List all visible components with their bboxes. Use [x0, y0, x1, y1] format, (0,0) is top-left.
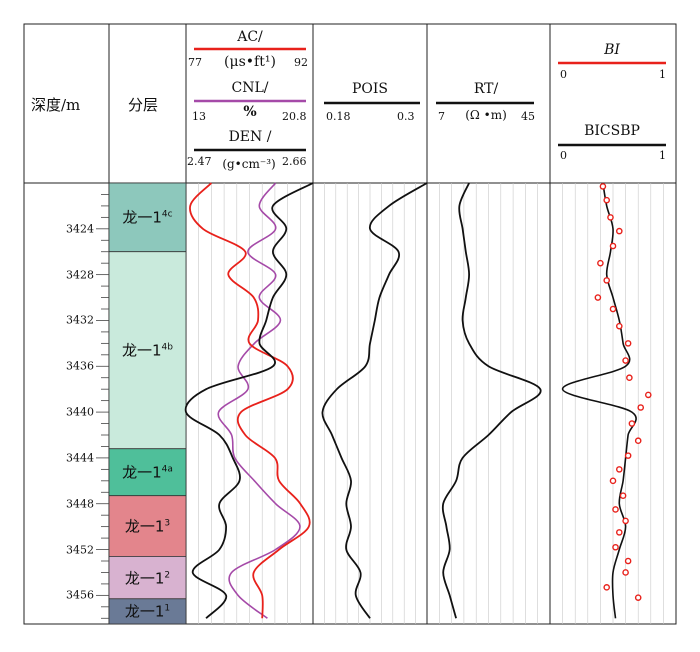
bi-point [594, 294, 602, 301]
den-name: DEN / [228, 129, 272, 145]
bicsbp-name: BICSBP [584, 123, 640, 139]
den-max: 2.66 [282, 155, 307, 168]
depth-tick-label: 3448 [66, 497, 94, 511]
rt-min: 7 [438, 110, 445, 123]
zone-header: 分层 [128, 96, 159, 114]
bi-point [609, 305, 617, 313]
depth-tick-label: 3428 [66, 268, 94, 282]
zone-band-2 [108, 556, 187, 600]
bi-point [616, 466, 623, 473]
depth-tick-label: 3424 [66, 222, 94, 236]
bi-point [616, 322, 623, 330]
zone-band-4b [108, 251, 187, 450]
bi-point [609, 477, 617, 485]
bi-point [622, 517, 629, 525]
bi-point [603, 196, 611, 204]
zone-label-1: 龙一11 [124, 602, 171, 621]
zone-label-3: 龙一13 [124, 517, 171, 536]
zone-band-3 [108, 495, 187, 557]
den-curve [184, 182, 314, 619]
depth-tick-label: 3432 [66, 313, 94, 327]
depth-tick-label: 3440 [66, 405, 94, 419]
pois-max: 0.3 [397, 110, 415, 123]
bicsbp-max: 1 [659, 149, 666, 162]
rt-name: RT/ [473, 81, 499, 97]
bi-point [634, 594, 642, 601]
depth-header: 深度/m [31, 96, 81, 114]
bi-point [624, 452, 632, 459]
cnl-name: CNL/ [231, 80, 269, 96]
pois-curve [321, 182, 428, 619]
bi-point [599, 183, 607, 190]
cnl-min: 13 [192, 110, 206, 123]
rt-unit: (Ω •m) [465, 108, 507, 122]
zone-label-4c: 龙一14c [122, 208, 173, 227]
depth-tick-label: 3456 [66, 588, 94, 602]
bi-point [622, 357, 629, 364]
cnl-curve [217, 182, 301, 619]
depth-tick-label: 3436 [66, 359, 94, 373]
bicsbp-curve [561, 182, 637, 619]
ac-unit: (μs•ft¹) [224, 54, 276, 70]
zone-band-1 [108, 598, 187, 625]
bi-point [624, 340, 632, 347]
bi-point [603, 277, 611, 284]
bi-point [612, 506, 619, 513]
bi-min: 0 [560, 68, 567, 81]
ac-min: 77 [188, 56, 202, 69]
cnl-max: 20.8 [282, 110, 307, 123]
bi-point [622, 569, 629, 576]
bi-point [619, 492, 627, 500]
bi-name: BI [604, 42, 620, 58]
bi-point [634, 437, 642, 445]
bi-point [597, 259, 604, 267]
zone-label-4a: 龙一14a [122, 463, 173, 482]
pois-name: POIS [351, 81, 389, 97]
zone-label-2: 龙一12 [124, 569, 171, 588]
frame [23, 23, 677, 625]
bi-point [603, 584, 611, 591]
depth-tick-label: 3452 [66, 543, 94, 557]
bi-point [612, 543, 619, 551]
bi-point [616, 529, 623, 536]
bi-point [637, 404, 645, 411]
ac-name: AC/ [237, 29, 263, 45]
bi-max: 1 [659, 68, 666, 81]
bi-point [624, 557, 632, 565]
bi-point [644, 391, 652, 399]
bi-point [616, 227, 623, 235]
bi-point [626, 374, 633, 382]
ac-max: 92 [294, 56, 308, 69]
bi-point [607, 214, 614, 221]
depth-tick-label: 3444 [66, 451, 94, 465]
cnl-unit: % [243, 104, 257, 120]
ac-curve [189, 182, 311, 619]
zone-label-4b: 龙一14b [122, 341, 173, 360]
zone-band-4a [108, 448, 187, 497]
den-min: 2.47 [187, 155, 212, 168]
rt-max: 45 [521, 110, 535, 123]
bicsbp-min: 0 [560, 149, 567, 162]
pois-min: 0.18 [326, 110, 351, 123]
bi-point [628, 420, 636, 427]
bi-point [609, 242, 617, 250]
den-unit: (g•cm⁻³) [222, 157, 276, 171]
rt-curve [441, 182, 542, 619]
zone-band-4c [108, 182, 187, 253]
